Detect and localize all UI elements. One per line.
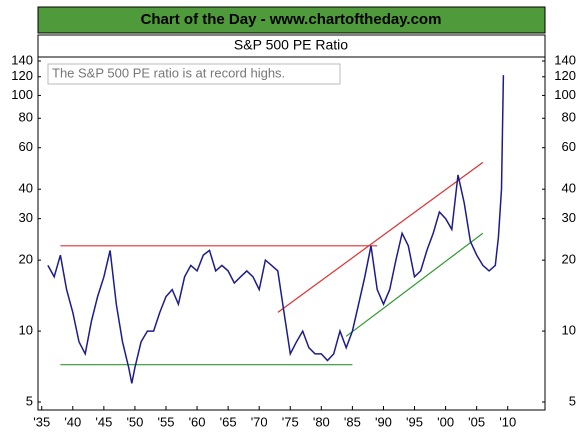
annotation-box	[47, 63, 341, 85]
y-tick-label: 30	[19, 210, 33, 225]
y2-tick-label: 80	[562, 110, 576, 125]
x-tick-label: '80	[313, 414, 330, 429]
x-tick-label: '95	[406, 414, 423, 429]
x-tick-label: '55	[158, 414, 175, 429]
x-tick-label: '45	[95, 414, 112, 429]
y2-tick-label: 20	[562, 252, 576, 267]
trend-line	[345, 232, 484, 337]
y2-tick-label: 30	[562, 210, 576, 225]
x-tick-label: '65	[220, 414, 237, 429]
y-tick-label: 10	[19, 323, 33, 338]
x-tick-label: '05	[468, 414, 485, 429]
y-tick-label: 140	[11, 52, 33, 67]
y2-tick-label: 140	[554, 52, 576, 67]
x-tick-label: '40	[64, 414, 81, 429]
y2-tick-label: 5	[569, 393, 576, 408]
x-tick-label: '90	[375, 414, 392, 429]
y2-tick-label: 100	[554, 87, 576, 102]
y-tick-label: 100	[11, 87, 33, 102]
x-tick-label: '60	[189, 414, 206, 429]
y-tick-label: 5	[26, 393, 33, 408]
y-tick-label: 80	[19, 110, 33, 125]
pe-line	[47, 75, 505, 384]
y-tick-label: 60	[19, 139, 33, 154]
x-tick-label: '75	[282, 414, 299, 429]
x-tick-label: '50	[126, 414, 143, 429]
header: Chart of the Day - www.chartoftheday.com	[141, 11, 442, 28]
x-tick-label: '35	[33, 414, 50, 429]
x-tick-label: '10	[499, 414, 516, 429]
y2-tick-label: 120	[554, 68, 576, 83]
chart-title: S&P 500 PE Ratio	[234, 37, 348, 53]
x-tick-label: '70	[251, 414, 268, 429]
x-tick-label: '85	[344, 414, 361, 429]
trend-line	[277, 161, 484, 313]
y-tick-label: 20	[19, 252, 33, 267]
annotation: The S&P 500 PE ratio is at record highs.	[52, 65, 285, 80]
y2-tick-label: 60	[562, 139, 576, 154]
header-bar	[37, 6, 546, 34]
y2-tick-label: 40	[562, 181, 576, 196]
x-tick-label: '00	[437, 414, 454, 429]
y-tick-label: 120	[11, 68, 33, 83]
y2-tick-label: 10	[562, 323, 576, 338]
y-tick-label: 40	[19, 181, 33, 196]
